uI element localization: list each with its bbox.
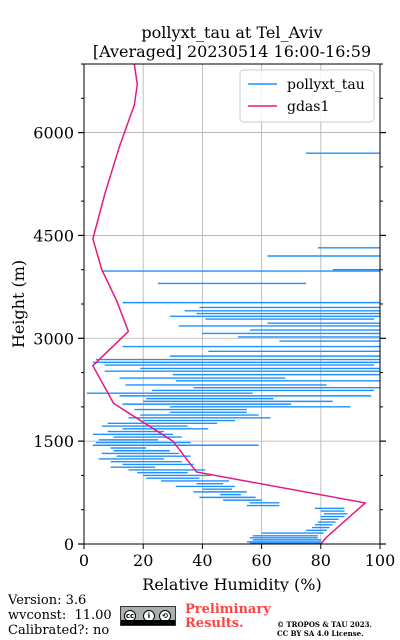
chart-title: pollyxt_tau at Tel_Aviv [141,23,322,42]
x-axis-label: Relative Humidity (%) [142,575,321,592]
x-tick-label: 100 [365,551,396,570]
copyright-line-2: CC BY SA 4.0 License. [277,629,364,638]
cc-license-badge: cc i ⟲ [120,606,176,626]
chart-subtitle: [Averaged] 20230514 16:00-16:59 [93,42,371,61]
cc-badge-bar [121,620,175,625]
x-tick-label: 20 [133,551,153,570]
y-tick-label: 1500 [33,432,74,451]
copyright-line-1: © TROPOS & TAU 2023. [277,620,372,629]
x-tick-label: 0 [79,551,89,570]
y-tick-label: 3000 [33,329,74,348]
preliminary-line-1: Preliminary [185,602,271,617]
series-layer [86,63,380,545]
x-tick-label: 60 [251,551,271,570]
wvconst-text: wvconst: 11.00 [8,608,112,623]
x-tick-label: 80 [311,551,331,570]
legend: pollyxt_tau gdas1 [239,69,375,123]
legend-box [239,69,375,123]
x-tick-label: 40 [192,551,212,570]
axes: 0 20 40 60 80 100 0 1500 3000 4500 6000 [33,63,396,570]
legend-label-gdas1: gdas1 [287,99,329,115]
y-tick-label: 6000 [33,124,74,143]
preliminary-results-text: Preliminary Results. [185,603,271,631]
calibrated-text: Calibrated?: no [8,623,110,638]
version-text: Version: 3.6 [8,593,87,608]
copyright-text: © TROPOS & TAU 2023. CC BY SA 4.0 Licens… [277,620,372,638]
y-axis-label: Height (m) [9,260,28,348]
plot-frame [83,63,381,545]
gdas1-line [91,63,367,545]
preliminary-line-2: Results. [185,616,244,631]
grid [84,64,380,544]
y-tick-label: 4500 [33,226,74,245]
chart: 0 20 40 60 80 100 0 1500 3000 4500 6000 pollyxt_ta… [9,23,396,592]
y-tick-label: 0 [64,535,74,554]
legend-label-pollyxt-tau: pollyxt_tau [287,77,365,93]
